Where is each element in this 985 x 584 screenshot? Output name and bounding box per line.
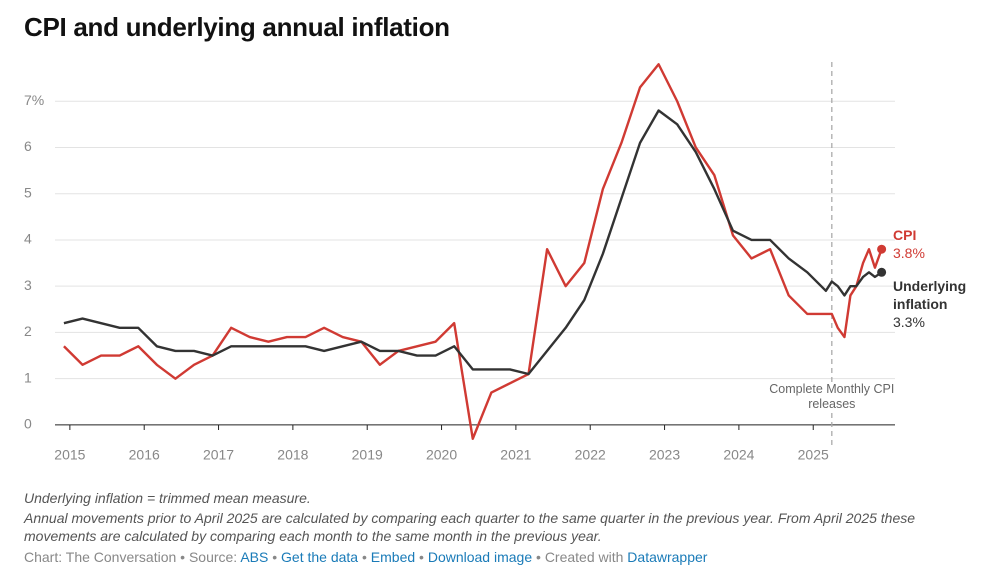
end-point <box>877 267 887 277</box>
chart-title: CPI and underlying annual inflation <box>24 12 450 42</box>
annotation-text: Complete Monthly CPI releases <box>756 382 907 412</box>
y-tick-label: 6 <box>24 138 32 154</box>
credit: Chart: The Conversation • Source: ABS • … <box>24 549 708 565</box>
y-tick-label: 1 <box>24 369 32 385</box>
x-tick-label: 2016 <box>129 447 160 463</box>
credit-created: Created with <box>544 549 624 565</box>
x-tick-label: 2015 <box>54 447 85 463</box>
embed-link[interactable]: Embed <box>370 549 416 565</box>
x-tick-label: 2017 <box>203 447 234 463</box>
value-label: 3.8% <box>893 245 925 261</box>
tool-link[interactable]: Datawrapper <box>627 549 708 565</box>
credit-source-label: Source: <box>188 549 238 565</box>
y-tick-label: 4 <box>24 231 32 247</box>
download-link[interactable]: Download image <box>427 549 533 565</box>
x-tick-label: 2025 <box>798 447 829 463</box>
credit-chart: Chart: The Conversation <box>24 549 177 565</box>
x-tick-label: 2023 <box>649 447 680 463</box>
y-tick-label: 5 <box>24 184 32 200</box>
series-label: CPI <box>893 227 917 243</box>
x-tick-label: 2019 <box>352 447 383 463</box>
x-tick-label: 2022 <box>575 447 606 463</box>
x-tick-label: 2024 <box>723 447 754 463</box>
note: Annual movements prior to April 2025 are… <box>24 510 916 544</box>
source-link[interactable]: ABS <box>240 549 269 565</box>
series-label: Underlying inflation <box>893 278 967 312</box>
y-tick-label: 0 <box>24 416 32 432</box>
end-point <box>877 244 887 254</box>
x-tick-label: 2018 <box>277 447 308 463</box>
data-link[interactable]: Get the data <box>281 549 359 565</box>
series-line <box>63 109 883 376</box>
note: Underlying inflation = trimmed mean meas… <box>24 490 311 506</box>
y-tick-label: 2 <box>24 323 32 339</box>
value-label: 3.3% <box>893 314 925 330</box>
x-tick-label: 2020 <box>426 447 457 463</box>
y-tick-label: 7% <box>24 92 44 108</box>
x-tick-label: 2021 <box>500 447 531 463</box>
y-tick-label: 3 <box>24 277 32 293</box>
